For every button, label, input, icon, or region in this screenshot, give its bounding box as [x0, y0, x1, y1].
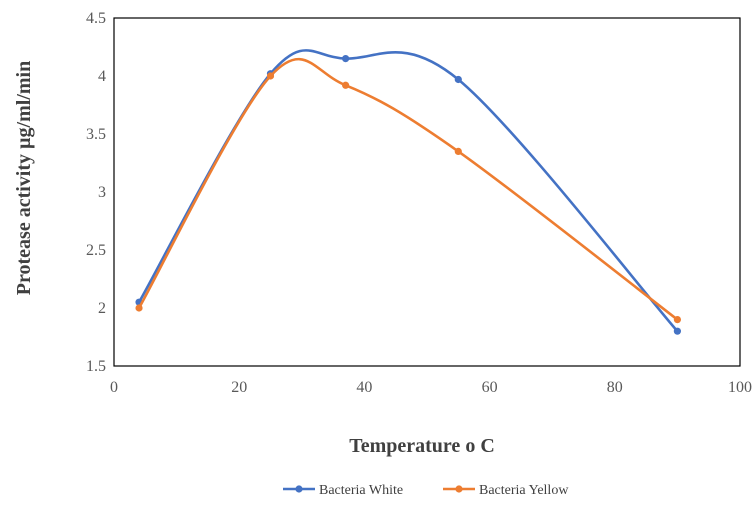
x-axis-title: Temperature o C — [349, 435, 495, 457]
legend-label-bacteria-white: Bacteria White — [319, 483, 403, 498]
x-axis-ticks: 0 20 40 60 80 100 — [110, 379, 752, 396]
data-point-bacteria-yellow — [454, 147, 462, 155]
y-tick-label: 3 — [98, 184, 106, 201]
series-group — [135, 49, 682, 335]
x-tick-label: 80 — [607, 379, 623, 396]
plot-area — [113, 17, 741, 367]
y-tick-label: 2.5 — [86, 242, 106, 259]
legend-marker-bacteria-yellow — [455, 485, 463, 493]
legend-item-bacteria-yellow: Bacteria Yellow — [443, 483, 569, 498]
data-point-bacteria-white — [673, 327, 682, 335]
data-point-bacteria-white — [342, 55, 350, 63]
data-point-bacteria-yellow — [266, 72, 275, 80]
x-tick-label: 100 — [728, 379, 752, 396]
data-point-bacteria-yellow — [135, 304, 143, 312]
x-tick-label: 0 — [110, 379, 118, 396]
legend-item-bacteria-white: Bacteria White — [283, 483, 403, 498]
data-point-bacteria-yellow — [342, 81, 350, 89]
y-tick-label: 4 — [98, 68, 106, 85]
x-tick-label: 60 — [482, 379, 498, 396]
legend: Bacteria White Bacteria Yellow — [283, 483, 569, 498]
y-axis-ticks: 1.5 2 2.5 3 3.5 4 4.5 — [86, 10, 106, 375]
series-bacteria-white — [135, 49, 682, 335]
series-bacteria-yellow — [135, 57, 682, 324]
series-line-bacteria-white — [137, 49, 679, 333]
plot-border — [113, 17, 741, 367]
y-tick-label: 4.5 — [86, 10, 106, 27]
data-point-bacteria-yellow — [673, 316, 682, 324]
x-tick-label: 20 — [231, 379, 247, 396]
series-line-bacteria-yellow — [137, 57, 679, 321]
x-tick-label: 40 — [356, 379, 372, 396]
y-tick-label: 2 — [98, 300, 106, 317]
legend-label-bacteria-yellow: Bacteria Yellow — [479, 483, 569, 498]
y-axis-title: Protease activity µg/ml/min — [13, 61, 35, 295]
legend-marker-bacteria-white — [295, 485, 303, 493]
y-tick-label: 1.5 — [86, 358, 106, 375]
data-point-bacteria-white — [454, 75, 462, 84]
y-tick-label: 3.5 — [86, 126, 106, 143]
